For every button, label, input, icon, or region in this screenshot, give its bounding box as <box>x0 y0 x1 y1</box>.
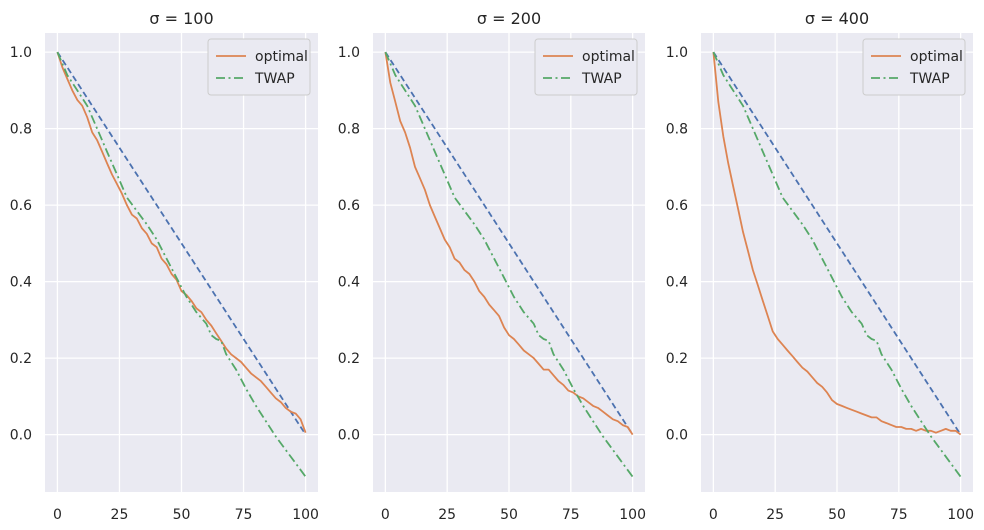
legend-box <box>207 38 311 96</box>
x-tick-label: 0 <box>381 507 390 523</box>
legend: optimal TWAP <box>862 38 966 96</box>
series-line-twap <box>56 51 307 478</box>
legend-label-optimal: optimal <box>255 49 308 65</box>
x-tick-label: 25 <box>438 507 456 523</box>
series-group <box>712 51 962 478</box>
x-tick-label: 0 <box>53 507 62 523</box>
series-line-optimal <box>56 51 307 434</box>
series-line-optimal <box>712 52 962 436</box>
legend: optimal TWAP <box>207 38 311 96</box>
series-group <box>56 51 307 478</box>
y-tick-label: 0.4 <box>666 275 688 291</box>
x-tick-label: 25 <box>111 507 129 523</box>
y-tick-label: 0.6 <box>666 198 688 214</box>
y-tick-label: 0.2 <box>10 351 32 367</box>
chart-title: σ = 400 <box>805 9 869 28</box>
subplot-3: 0 25 50 75 100 0.0 0.2 0.4 0.6 0.8 1.0 σ = 400 optim… <box>666 9 974 523</box>
x-tick-label: 0 <box>709 507 718 523</box>
x-tick-label: 50 <box>828 507 846 523</box>
subplot-2: 0 25 50 75 100 0.0 0.2 0.4 0.6 0.8 1.0 σ = 200 optim… <box>338 9 646 523</box>
y-tick-label: 1.0 <box>666 45 688 61</box>
series-line-optimal <box>384 51 634 436</box>
chart-title: σ = 200 <box>477 9 541 28</box>
y-tick-label: 0.8 <box>666 122 688 138</box>
legend-box <box>534 38 638 96</box>
y-tick-label: 0.4 <box>10 275 32 291</box>
subplot-1: 0 25 50 75 100 0.0 0.2 0.4 0.6 0.8 1.0 σ = 100 optim… <box>10 9 319 523</box>
y-tick-label: 0.0 <box>338 428 360 444</box>
x-tick-label: 50 <box>173 507 191 523</box>
legend-label-twap: TWAP <box>254 71 295 87</box>
y-tick-label: 0.6 <box>10 198 32 214</box>
y-tick-label: 0.6 <box>338 198 360 214</box>
x-tick-label: 75 <box>562 507 580 523</box>
legend-box <box>862 38 966 96</box>
y-tick-label: 0.0 <box>10 428 32 444</box>
chart-title: σ = 100 <box>149 9 213 28</box>
legend: optimal TWAP <box>534 38 638 96</box>
legend-label-optimal: optimal <box>582 49 635 65</box>
y-tick-label: 0.4 <box>338 275 360 291</box>
x-tick-label: 100 <box>947 507 974 523</box>
series-line-twap <box>712 51 962 478</box>
x-tick-label: 100 <box>292 507 319 523</box>
x-tick-label: 100 <box>619 507 646 523</box>
x-tick-label: 75 <box>890 507 908 523</box>
series-line-twap <box>384 51 634 478</box>
series-group <box>384 51 634 478</box>
y-tick-label: 0.0 <box>666 428 688 444</box>
legend-label-twap: TWAP <box>909 71 950 87</box>
x-tick-label: 50 <box>500 507 518 523</box>
y-tick-label: 1.0 <box>338 45 360 61</box>
x-tick-label: 25 <box>766 507 784 523</box>
y-tick-label: 0.8 <box>10 122 32 138</box>
y-tick-label: 1.0 <box>10 45 32 61</box>
legend-label-twap: TWAP <box>581 71 622 87</box>
x-tick-label: 75 <box>235 507 253 523</box>
y-tick-label: 0.2 <box>338 351 360 367</box>
legend-label-optimal: optimal <box>910 49 963 65</box>
y-tick-label: 0.8 <box>338 122 360 138</box>
y-tick-label: 0.2 <box>666 351 688 367</box>
